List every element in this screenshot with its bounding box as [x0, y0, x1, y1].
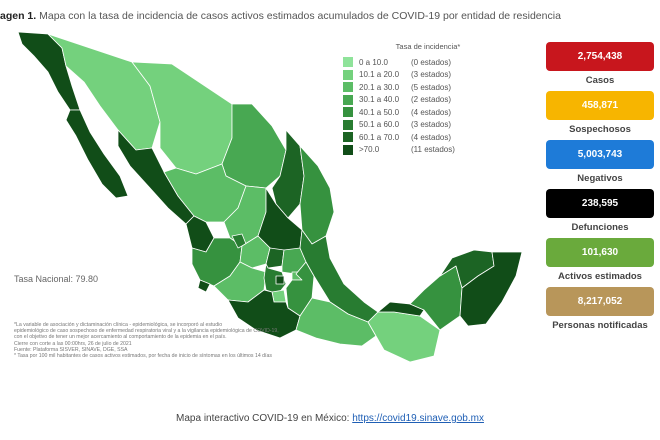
legend-count: (3 estados) — [411, 70, 452, 80]
legend-item: 0 a 10.0 (0 estados) — [343, 57, 483, 68]
stat-label: Sospechosos — [569, 124, 631, 135]
stat-value: 8,217,052 — [546, 287, 654, 316]
legend-swatch — [343, 57, 353, 68]
legend-item: 40.1 a 50.0 (4 estados) — [343, 107, 483, 118]
legend-range: 40.1 a 50.0 — [359, 107, 400, 117]
incidence-legend: Tasa de incidencia* 0 a 10.0 (0 estados) 1… — [343, 42, 483, 157]
state-chiapas[interactable] — [367, 311, 441, 363]
legend-item: >70.0 (11 estados) — [343, 144, 483, 156]
stat-value: 2,754,438 — [546, 42, 654, 71]
legend-range: 50.1 a 60.0 — [359, 120, 400, 130]
state-tamaulipas[interactable] — [299, 145, 335, 245]
stat-label: Personas notificadas — [552, 320, 648, 331]
footnote-line: con el objetivo de tener un mejor acerca… — [14, 334, 227, 341]
legend-range: 60.1 a 70.0 — [359, 132, 400, 142]
legend-count: (3 estados) — [411, 120, 452, 130]
mexico-map[interactable] — [0, 26, 540, 376]
footnote-line: Fuente: Plataforma SISVER, SINAVE, DGE, … — [14, 346, 128, 353]
state-queretaro[interactable] — [265, 247, 285, 269]
state-guerrero[interactable] — [227, 289, 301, 339]
state-cdmx[interactable] — [275, 275, 285, 285]
footnote-line: epidemiológico de caso sospechoso de enf… — [14, 328, 279, 335]
map-title: agen 1. Mapa con la tasa de incidencia d… — [0, 10, 600, 22]
stat-label: Casos — [585, 75, 615, 86]
legend-count: (2 estados) — [411, 95, 452, 105]
legend-swatch — [343, 69, 353, 80]
state-baja-california-sur[interactable] — [65, 109, 129, 199]
legend-item: 10.1 a 20.0 (3 estados) — [343, 69, 483, 81]
stat-label: Negativos — [577, 173, 623, 184]
footer: Mapa interactivo COVID-19 en México: htt… — [0, 413, 660, 424]
state-morelos[interactable] — [271, 289, 287, 303]
national-rate: Tasa Nacional: 79.80 — [14, 274, 99, 284]
state-quintana-roo[interactable] — [459, 251, 523, 327]
legend-item: 60.1 a 70.0 (4 estados) — [343, 132, 483, 143]
state-coahuila[interactable] — [221, 103, 287, 189]
stat-value: 238,595 — [546, 189, 654, 218]
legend-swatch — [343, 132, 353, 143]
stat-label: Activos estimados — [558, 271, 642, 282]
footnote-line: *La variable de asociación y dictaminaci… — [14, 322, 223, 328]
stat-value: 5,003,743 — [546, 140, 654, 169]
legend-range: >70.0 — [359, 145, 380, 155]
legend-swatch — [343, 94, 353, 105]
footnotes: *La variable de asociación y dictaminaci… — [14, 322, 329, 359]
legend-range: 0 a 10.0 — [359, 57, 388, 67]
stats-panel: 2,754,438 Casos 458,871 Sospechosos 5,003,74… — [546, 42, 654, 336]
legend-swatch — [343, 107, 353, 118]
legend-swatch — [343, 82, 353, 93]
title-prefix: agen 1. — [0, 10, 37, 22]
footnote-line: Cierre con corte a las 00:00hrs, 26 de j… — [14, 340, 132, 347]
footer-label: Mapa interactivo COVID-19 en México: — [176, 413, 350, 424]
interactive-map-link[interactable]: https://covid19.sinave.gob.mx — [352, 413, 484, 424]
legend-range: 20.1 a 30.0 — [359, 82, 400, 92]
stat-label: Defunciones — [571, 222, 629, 233]
legend-swatch — [343, 144, 353, 155]
legend-rows: 0 a 10.0 (0 estados) 10.1 a 20.0 (3 estados… — [343, 57, 483, 155]
footnote-line: * Tasa por 100 mil habitantes de casos a… — [14, 353, 272, 360]
legend-range: 30.1 a 40.0 — [359, 95, 400, 105]
legend-item: 30.1 a 40.0 (2 estados) — [343, 94, 483, 106]
legend-title: Tasa de incidencia* — [395, 42, 461, 51]
legend-count: (4 estados) — [411, 107, 452, 117]
legend-swatch — [343, 119, 353, 130]
legend-count: (11 estados) — [411, 145, 455, 155]
legend-item: 50.1 a 60.0 (3 estados) — [343, 119, 483, 131]
state-colima[interactable] — [197, 279, 211, 293]
title-text: Mapa con la tasa de incidencia de casos … — [39, 10, 561, 22]
legend-count: (5 estados) — [411, 82, 452, 92]
legend-range: 10.1 a 20.0 — [359, 70, 400, 80]
legend-count: (0 estados) — [411, 57, 452, 67]
stat-value: 458,871 — [546, 91, 654, 120]
legend-item: 20.1 a 30.0 (5 estados) — [343, 82, 483, 93]
stat-value: 101,630 — [546, 238, 654, 267]
state-mexico[interactable] — [263, 263, 287, 295]
legend-count: (4 estados) — [411, 132, 452, 142]
